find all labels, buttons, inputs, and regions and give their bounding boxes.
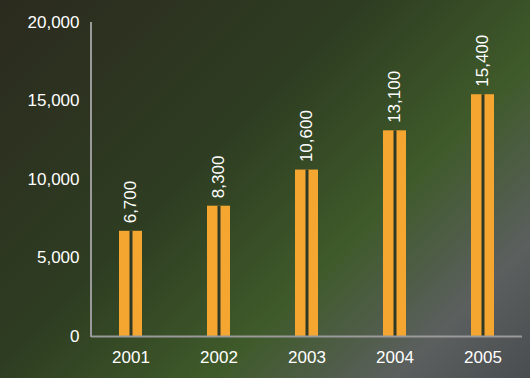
svg-text:2002: 2002: [200, 348, 238, 367]
svg-text:2004: 2004: [376, 348, 414, 367]
svg-text:6,700: 6,700: [121, 181, 140, 224]
svg-text:2005: 2005: [464, 348, 502, 367]
svg-text:0: 0: [70, 327, 79, 346]
svg-text:13,100: 13,100: [385, 71, 404, 123]
svg-text:2001: 2001: [112, 348, 150, 367]
svg-text:10,600: 10,600: [297, 110, 316, 162]
svg-text:2003: 2003: [288, 348, 326, 367]
svg-text:5,000: 5,000: [37, 248, 80, 267]
svg-text:20,000: 20,000: [28, 13, 80, 32]
svg-text:15,400: 15,400: [473, 35, 492, 87]
svg-text:10,000: 10,000: [28, 170, 80, 189]
svg-text:15,000: 15,000: [28, 91, 80, 110]
svg-text:8,300: 8,300: [209, 156, 228, 199]
